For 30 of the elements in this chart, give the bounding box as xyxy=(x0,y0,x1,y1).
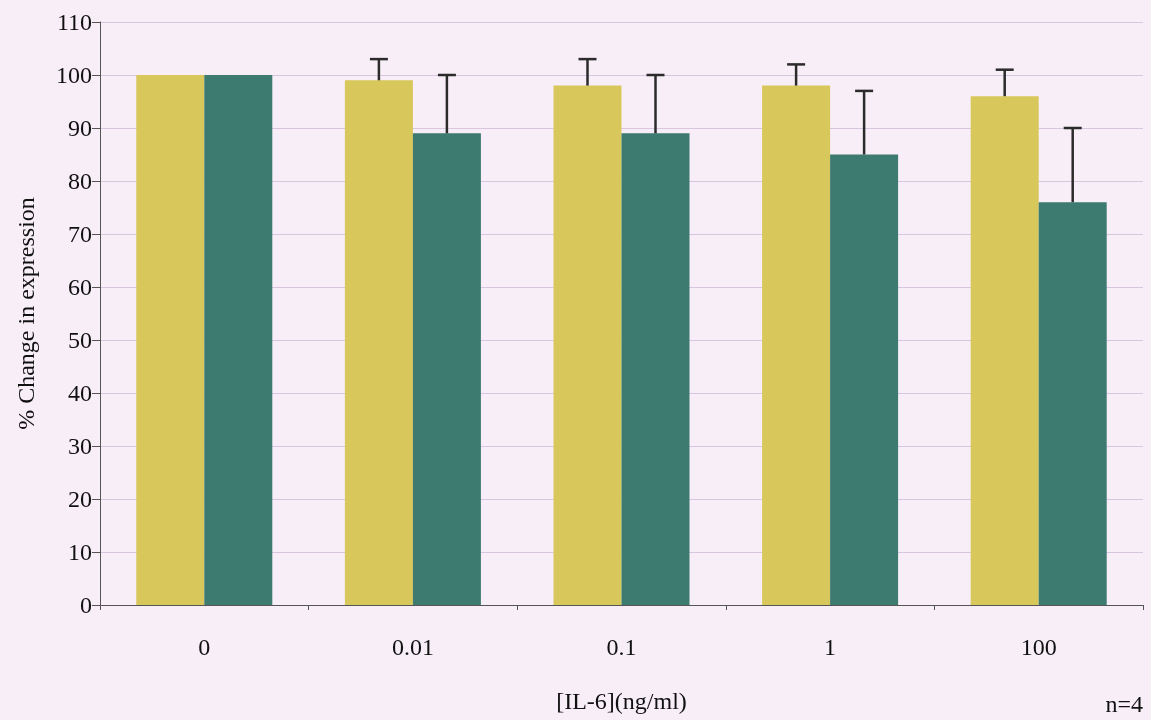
y-tick-label: 40 xyxy=(68,380,92,406)
y-tick-label: 10 xyxy=(68,539,92,565)
y-tick-label: 50 xyxy=(68,327,92,353)
y-tick-label: 20 xyxy=(68,486,92,512)
x-axis-title: [IL-6](ng/ml) xyxy=(556,688,687,714)
x-tick-label: 1 xyxy=(824,634,837,660)
y-axis-title: % Change in expression xyxy=(13,197,39,430)
bar xyxy=(204,75,273,605)
x-tick-label: 100 xyxy=(1020,634,1057,660)
y-tick-label: 70 xyxy=(68,221,92,247)
x-tick-label: 0.1 xyxy=(606,634,637,660)
x-tick-label: 0 xyxy=(198,634,211,660)
bar xyxy=(621,133,690,605)
bar xyxy=(830,154,899,605)
bar xyxy=(136,75,205,605)
y-tick-label: 60 xyxy=(68,274,92,300)
bar xyxy=(553,85,622,605)
x-tick-label: 0.01 xyxy=(391,634,434,660)
bar xyxy=(344,80,413,605)
y-tick-label: 100 xyxy=(56,62,92,88)
y-tick-label: 30 xyxy=(68,433,92,459)
y-tick-label: 90 xyxy=(68,115,92,141)
text: n=4 xyxy=(1105,691,1144,717)
y-tick-label: 80 xyxy=(68,168,92,194)
y-tick-label: 0 xyxy=(80,592,92,618)
bar xyxy=(1038,202,1107,605)
bar xyxy=(762,85,831,605)
bar xyxy=(970,96,1039,605)
y-tick-label: 110 xyxy=(56,9,92,35)
bar xyxy=(412,133,481,605)
